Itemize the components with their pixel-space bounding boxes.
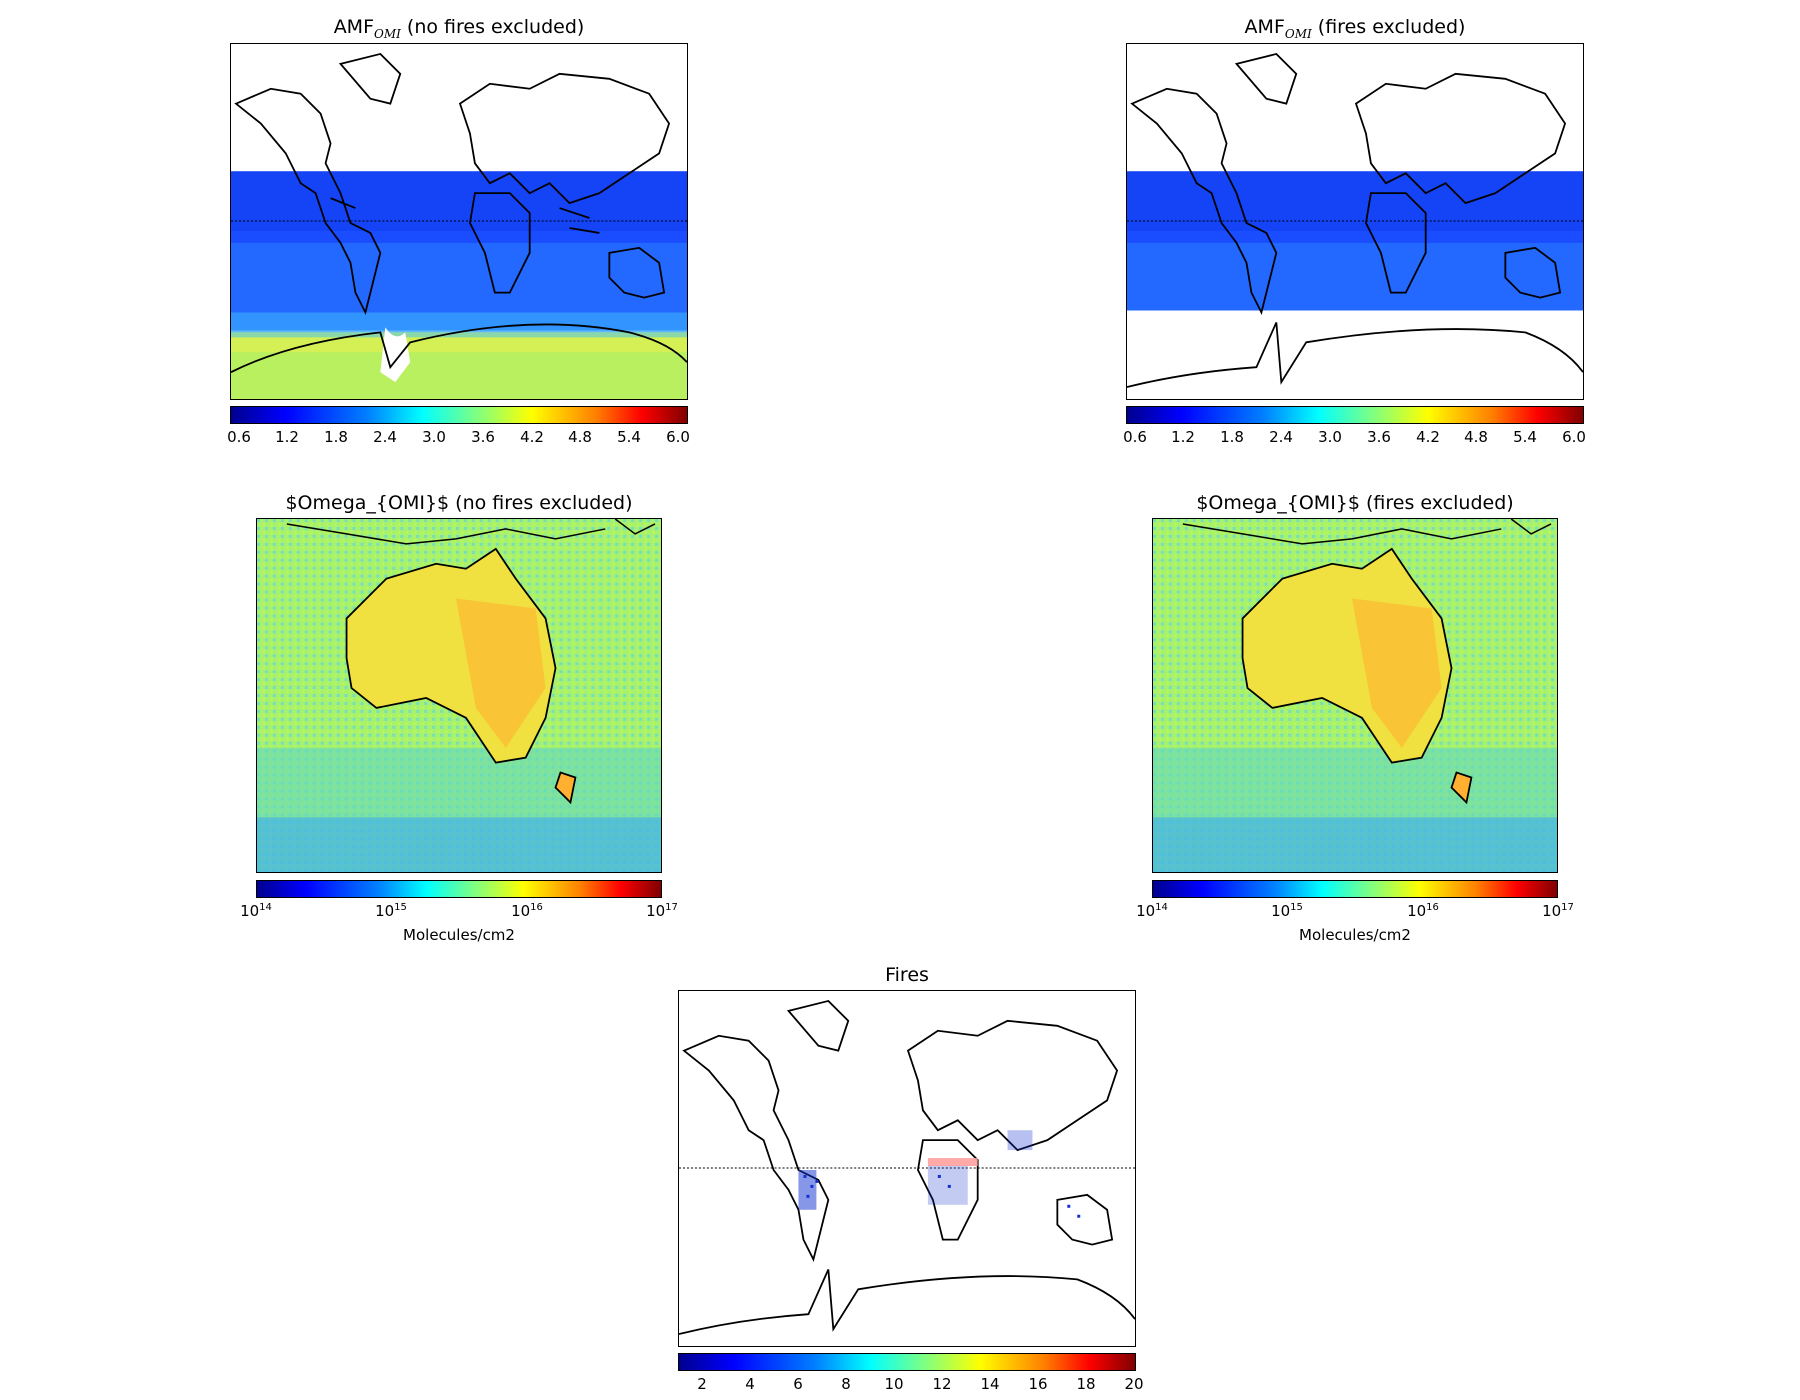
panel-title: $Omega_{OMI}$ (fires excluded): [1196, 492, 1514, 514]
panel-title: $Omega_{OMI}$ (no fires excluded): [285, 492, 633, 514]
panel-amf-no-fires: AMFOMI (no fires excluded) 0.6 1.2 1.8: [0, 0, 900, 460]
colorbar-tick: 18: [1076, 1375, 1096, 1393]
colorbar-tick: 4.2: [1416, 428, 1440, 446]
panel-title: AMFOMI (no fires excluded): [333, 16, 585, 41]
colorbar: [1152, 880, 1558, 898]
colorbar-tick: 6.0: [666, 428, 690, 446]
colorbar-tick: 16: [1028, 1375, 1048, 1393]
world-map-fires: [678, 990, 1136, 1347]
colorbar: [256, 880, 662, 898]
panel-amf-fires-excluded: AMFOMI (fires excluded) 0.6 1.2 1.8 2.4 …: [0, 0, 1800, 460]
colorbar-tick: 3.6: [1367, 428, 1391, 446]
colorbar-tick: 4.2: [520, 428, 544, 446]
world-map-amf: [230, 43, 688, 400]
map-canvas: [1127, 52, 1583, 388]
colorbar-tick: 6.0: [1562, 428, 1586, 446]
colorbar-tick: 4.8: [1464, 428, 1488, 446]
colorbar-tick: 14: [980, 1375, 1000, 1393]
world-map-amf: [1126, 43, 1584, 400]
colorbar-tick: 3.0: [422, 428, 446, 446]
colorbar-tick: 5.4: [617, 428, 641, 446]
colorbar-tick: 3.6: [471, 428, 495, 446]
colorbar-tick: 6: [793, 1375, 803, 1393]
colorbar-tick: 1014: [240, 902, 272, 920]
colorbar-tick: 1.2: [275, 428, 299, 446]
colorbar-tick: 1017: [646, 902, 678, 920]
australia-map-omega: [1152, 518, 1558, 873]
colorbar-label: Molecules/cm2: [403, 926, 515, 944]
colorbar-tick: 1.2: [1171, 428, 1195, 446]
colorbar-tick: 4: [745, 1375, 755, 1393]
colorbar-tick: 1.8: [324, 428, 348, 446]
colorbar-tick: 5.4: [1513, 428, 1537, 446]
colorbar-tick: 10: [884, 1375, 904, 1393]
colorbar-tick: 2.4: [373, 428, 397, 446]
colorbar-tick: 2.4: [1269, 428, 1293, 446]
colorbar: [678, 1353, 1136, 1371]
panel-omega-fires-excluded: $Omega_{OMI}$ (fires excluded) 1014 1015…: [1136, 492, 1574, 944]
panel-title: AMFOMI (fires excluded): [1244, 16, 1466, 41]
colorbar-tick: 1015: [375, 902, 407, 920]
colorbar-tick: 3.0: [1318, 428, 1342, 446]
map-canvas: [231, 52, 687, 399]
colorbar-tick: 4.8: [568, 428, 592, 446]
colorbar-tick: 1016: [1407, 902, 1439, 920]
panel-omega-no-fires: $Omega_{OMI}$ (no fires excluded) 1014 1…: [0, 0, 900, 960]
panel-title: Fires: [885, 964, 929, 986]
map-canvas: [679, 999, 1135, 1335]
colorbar-tick: 20: [1124, 1375, 1144, 1393]
colorbar: [1126, 406, 1584, 424]
map-canvas: [1153, 519, 1557, 872]
colorbar-tick: 1017: [1542, 902, 1574, 920]
colorbar-tick: 1015: [1271, 902, 1303, 920]
colorbar-tick: 0.6: [1123, 428, 1147, 446]
colorbar-label: Molecules/cm2: [1299, 926, 1411, 944]
colorbar-tick: 12: [932, 1375, 952, 1393]
colorbar-tick: 8: [841, 1375, 851, 1393]
colorbar-tick: 2: [697, 1375, 707, 1393]
colorbar-tick: 0.6: [227, 428, 251, 446]
colorbar: [230, 406, 688, 424]
colorbar-tick: 1016: [511, 902, 543, 920]
colorbar-tick: 1.8: [1220, 428, 1244, 446]
colorbar-tick: 1014: [1136, 902, 1168, 920]
australia-map-omega: [256, 518, 662, 873]
map-canvas: [257, 519, 661, 872]
